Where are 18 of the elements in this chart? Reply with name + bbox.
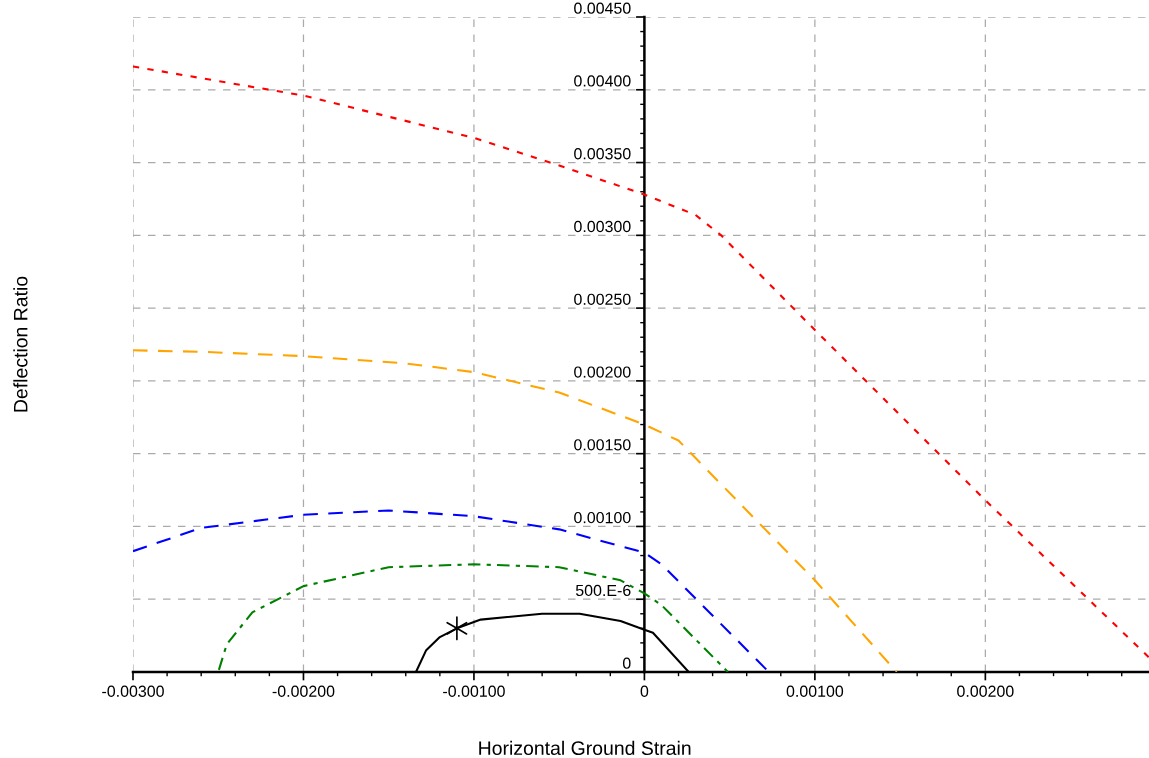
x-tick-label: 0 <box>640 685 649 697</box>
y-tick-label: 0 <box>622 657 631 669</box>
y-tick-label: 0.00450 <box>574 2 631 14</box>
x-tick-label: -0.00200 <box>272 685 335 697</box>
x-tick-label: -0.00100 <box>443 685 505 697</box>
y-tick-label: 0.00200 <box>574 366 631 378</box>
y-axis-title: Deflection Ratio <box>13 276 28 412</box>
x-tick-label: 0.00200 <box>957 685 1014 697</box>
y-tick-label: 0.00250 <box>574 293 631 305</box>
y-tick-label: 0.00300 <box>574 220 631 233</box>
y-tick-label: 0.00350 <box>574 148 631 160</box>
y-tick-label: 0.00100 <box>574 511 631 524</box>
y-tick-label: 0.00150 <box>574 439 631 451</box>
x-tick-label: -0.00300 <box>102 685 164 697</box>
x-tick-label: 0.00100 <box>786 685 844 697</box>
y-tick-label: 0.00400 <box>574 75 631 87</box>
y-tick-label: 500.E-6 <box>575 584 631 597</box>
x-axis-title: Horizontal Ground Strain <box>479 740 691 756</box>
